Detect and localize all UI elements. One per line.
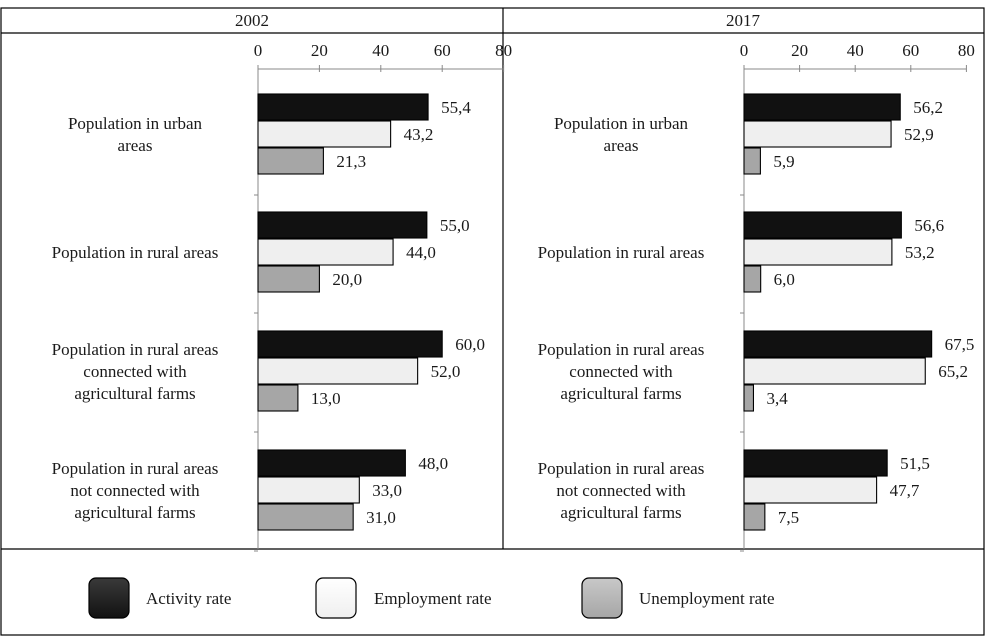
x-tick-label: 60 bbox=[434, 41, 451, 60]
data-label-activity: 51,5 bbox=[900, 454, 930, 473]
data-label-activity: 60,0 bbox=[455, 335, 485, 354]
data-label-employment: 52,0 bbox=[431, 362, 461, 381]
outer-border bbox=[0, 7, 985, 636]
category-label: agricultural farms bbox=[74, 503, 195, 522]
legend-label-activity: Activity rate bbox=[146, 589, 231, 608]
panel-title: 2017 bbox=[726, 11, 761, 30]
data-label-unemployment: 6,0 bbox=[774, 270, 795, 289]
category-label: connected with bbox=[569, 362, 673, 381]
category-label: Population in rural areas bbox=[52, 243, 219, 262]
category-label: Population in rural areas bbox=[538, 243, 705, 262]
bar-activity bbox=[743, 330, 933, 358]
legend-label-employment: Employment rate bbox=[374, 589, 492, 608]
bar-employment bbox=[257, 238, 394, 266]
category-label: Population in rural areas bbox=[52, 459, 219, 478]
x-tick-label: 20 bbox=[791, 41, 808, 60]
data-label-unemployment: 5,9 bbox=[773, 152, 794, 171]
bar-activity bbox=[743, 449, 888, 477]
bar-employment bbox=[743, 120, 892, 148]
bar-employment bbox=[743, 357, 926, 385]
data-label-activity: 56,2 bbox=[913, 98, 943, 117]
bar-activity bbox=[257, 449, 406, 477]
data-label-employment: 44,0 bbox=[406, 243, 436, 262]
data-label-unemployment: 13,0 bbox=[311, 389, 341, 408]
data-label-unemployment: 3,4 bbox=[766, 389, 788, 408]
category-label: Population in rural areas bbox=[52, 340, 219, 359]
figure-frame bbox=[0, 7, 985, 636]
category-label: connected with bbox=[83, 362, 187, 381]
data-label-activity: 67,5 bbox=[945, 335, 975, 354]
bar-employment bbox=[257, 357, 419, 385]
data-label-unemployment: 31,0 bbox=[366, 508, 396, 527]
category-label: Population in rural areas bbox=[538, 459, 705, 478]
category-label: Population in urban bbox=[68, 114, 203, 133]
data-label-employment: 33,0 bbox=[372, 481, 402, 500]
data-label-employment: 65,2 bbox=[938, 362, 968, 381]
bar-unemployment bbox=[257, 503, 354, 531]
bar-activity bbox=[257, 211, 428, 239]
bar-unemployment bbox=[743, 503, 766, 531]
bar-unemployment bbox=[743, 265, 762, 293]
data-label-employment: 52,9 bbox=[904, 125, 934, 144]
x-tick-label: 60 bbox=[902, 41, 919, 60]
data-label-activity: 55,4 bbox=[441, 98, 471, 117]
legend: Activity rate Employment rate Unemployment… bbox=[88, 577, 775, 619]
bar-unemployment bbox=[257, 265, 320, 293]
category-label: Population in rural areas bbox=[538, 340, 705, 359]
legend-label-unemployment: Unemployment rate bbox=[639, 589, 775, 608]
bar-activity bbox=[743, 93, 901, 121]
bar-activity bbox=[257, 93, 429, 121]
bar-employment bbox=[257, 476, 360, 504]
legend-swatch-employment bbox=[315, 577, 357, 619]
x-tick-label: 0 bbox=[254, 41, 263, 60]
category-label: not connected with bbox=[556, 481, 686, 500]
panel-title: 2002 bbox=[235, 11, 269, 30]
category-label: not connected with bbox=[70, 481, 200, 500]
data-label-activity: 56,6 bbox=[914, 216, 944, 235]
bar-activity bbox=[743, 211, 902, 239]
bar-unemployment bbox=[257, 147, 324, 175]
category-label: Population in urban bbox=[554, 114, 689, 133]
data-label-employment: 43,2 bbox=[404, 125, 434, 144]
bar-unemployment bbox=[743, 147, 761, 175]
category-label: agricultural farms bbox=[74, 384, 195, 403]
data-label-unemployment: 21,3 bbox=[336, 152, 366, 171]
data-label-activity: 48,0 bbox=[418, 454, 448, 473]
x-tick-label: 40 bbox=[372, 41, 389, 60]
data-label-employment: 53,2 bbox=[905, 243, 935, 262]
x-tick-label: 20 bbox=[311, 41, 328, 60]
data-label-activity: 55,0 bbox=[440, 216, 470, 235]
bar-activity bbox=[257, 330, 443, 358]
data-label-unemployment: 7,5 bbox=[778, 508, 799, 527]
bar-unemployment bbox=[743, 384, 755, 412]
bar-employment bbox=[257, 120, 392, 148]
data-label-employment: 47,7 bbox=[890, 481, 920, 500]
panel-2017: 2017 0 20 40 60 80 Population in urban areas Pop… bbox=[538, 11, 975, 552]
x-tick-label: 80 bbox=[495, 41, 512, 60]
x-tick-label: 80 bbox=[958, 41, 975, 60]
panel-2002: 2002 0 20 40 60 80 Population in urban areas Pop… bbox=[52, 11, 512, 552]
legend-swatch-activity bbox=[88, 577, 130, 619]
legend-swatch-unemployment bbox=[581, 577, 623, 619]
data-label-unemployment: 20,0 bbox=[332, 270, 362, 289]
category-label: areas bbox=[118, 136, 153, 155]
category-label: areas bbox=[604, 136, 639, 155]
bar-unemployment bbox=[257, 384, 299, 412]
x-tick-label: 40 bbox=[847, 41, 864, 60]
category-label: agricultural farms bbox=[560, 384, 681, 403]
x-tick-label: 0 bbox=[740, 41, 749, 60]
bar-employment bbox=[743, 238, 893, 266]
bar-employment bbox=[743, 476, 878, 504]
category-label: agricultural farms bbox=[560, 503, 681, 522]
